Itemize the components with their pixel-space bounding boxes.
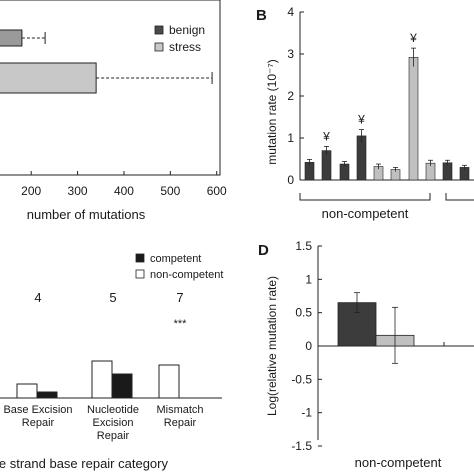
panel-a-bars [0,29,213,94]
panel-d-y-axis-label: Log(relative mutation rate) [265,276,279,416]
panel-a-chart: benign stress 200 300 400 500 600 number of … [0,0,227,222]
panel-b-significance-marker: ¥ [322,129,330,143]
legend-swatch-competent [135,253,145,263]
panel-b-significance-marker: ¥ [357,113,365,127]
panel-c-bar-competent [36,391,58,399]
panel-d-y-tick-label: 1.5 [295,239,312,253]
panel-b-bar [408,57,419,181]
panel-a-bar-stress [0,62,97,94]
panel-d-y-ticks: 1.5 1 0.5 0 -0.5 -1 -1.5 [291,239,322,453]
panel-d-chart: D Log(relative mutation rate) 1.5 1 0.5 0 -0… [258,239,474,470]
panel-d-y-tick-label: 0.5 [295,306,312,320]
panel-d-y-tick-label: 1 [305,272,312,286]
legend-swatch-stress [154,42,164,52]
panel-c-bar-non-competent [91,360,113,399]
legend-label-benign: benign [169,23,205,37]
panel-c-category-label: Nucleotide Excision Repair [87,404,139,442]
legend-label-non-competent: non-competent [150,269,223,281]
panel-b-bar [321,150,332,181]
panel-d-y-tick-label: -1 [301,406,312,420]
panel-d-y-tick-label: 0 [305,339,312,353]
panel-a-legend: benign stress [154,23,205,54]
panel-c-counts: 4 5 7 *** [34,290,187,330]
panel-d-y-tick-label: -0.5 [291,372,312,386]
panel-b-y-tick-label: 0 [287,173,294,187]
panel-c-chart: competent non-competent 4 5 7 *** Base Exci… [0,253,223,471]
panel-c-bar-non-competent [16,383,38,399]
panel-c-legend: competent non-competent [135,253,223,281]
legend-label-competent: competent [150,253,201,265]
panel-b-y-ticks: 0 1 2 3 4 [287,5,304,187]
panel-b-y-tick-label: 3 [287,47,294,61]
panel-b-bar [442,162,453,181]
panel-c-x-axis-label: le strand base repair category [0,456,168,471]
panel-a-bar-benign [0,29,23,47]
panel-a-x-tick-label: 600 [207,184,227,198]
panel-b-y-tick-label: 2 [287,89,294,103]
panel-c-bar-competent [111,373,133,399]
panel-d-y-tick-label: -1.5 [291,439,312,453]
panel-b-label: B [256,7,267,24]
panel-c-count-label: 4 [34,290,41,305]
panel-c-count-label: 5 [109,290,116,305]
legend-swatch-non-competent [135,269,145,279]
panel-b-significance-marker: ¥ [409,31,417,45]
panel-c-category-labels: Base Excision Repair Nucleotide Excision Rep… [3,404,203,442]
panel-b-bar [356,135,367,181]
panel-b-y-tick-label: 1 [287,131,294,145]
panel-d-x-axis-label: non-competent [355,455,442,470]
panel-a-x-tick-label: 400 [114,184,134,198]
panel-d-bars [337,292,415,364]
panel-c-significance: *** [174,318,188,330]
panel-a-plot-frame [0,0,221,176]
panel-b-bars: ¥ ¥ ¥ [304,31,470,181]
panel-d-label: D [258,242,269,259]
panel-b-y-tick-label: 4 [287,5,294,19]
panel-a-x-ticks: 200 300 400 500 600 [21,171,227,198]
panel-a-x-axis-label: number of mutations [27,207,146,222]
legend-swatch-benign [154,25,164,35]
panel-c-bars [16,360,180,399]
panel-b-group-bracket [299,193,431,201]
legend-label-stress: stress [169,40,201,54]
panel-b-next-group-bracket [445,193,474,201]
panel-b-group-label: non-competent [322,206,409,221]
panel-c-bar-non-competent [158,364,180,399]
panel-a-x-tick-label: 300 [68,184,88,198]
panel-c-category-label: Mismatch Repair [156,404,203,429]
panel-a-x-tick-label: 200 [21,184,41,198]
panel-b-y-axis-label: mutation rate (10⁻⁷) [265,59,279,164]
panel-c-category-label: Base Excision Repair [3,404,72,429]
panel-c-count-label: 7 [176,290,183,305]
panel-b-chart: B mutation rate (10⁻⁷) 0 1 2 3 4 ¥ ¥ ¥ non-com… [256,5,474,221]
panel-a-x-tick-label: 500 [160,184,180,198]
